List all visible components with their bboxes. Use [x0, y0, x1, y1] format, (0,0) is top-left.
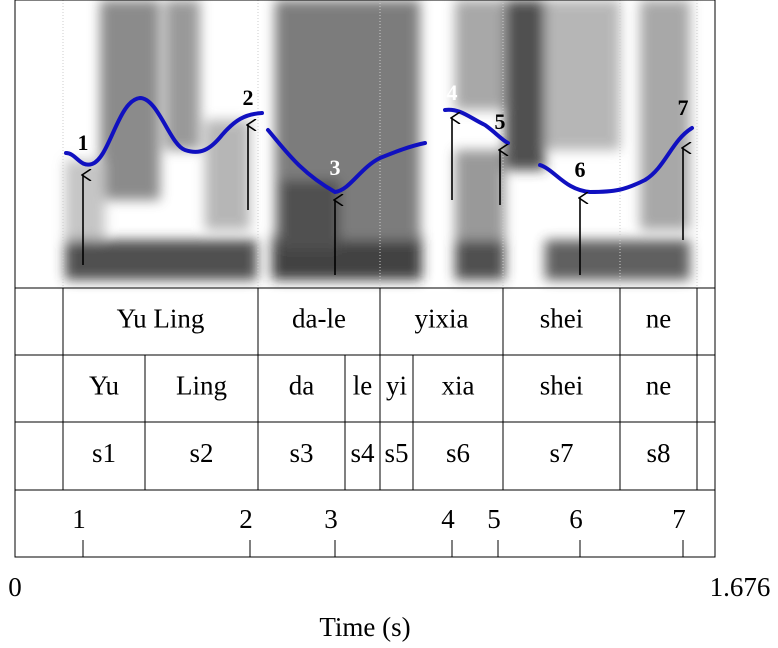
pitch-contour	[64, 95, 694, 195]
interval-label: da	[289, 371, 315, 401]
interval-label: s3	[289, 438, 313, 468]
interval-label: s2	[189, 438, 213, 468]
point-label: 2	[239, 504, 253, 534]
interval-label: s8	[646, 438, 670, 468]
pitch-label: 2	[243, 85, 254, 110]
point-label: 3	[324, 504, 338, 534]
interval-label: xia	[442, 371, 475, 401]
interval-label: yi	[386, 371, 407, 401]
interval-label: s7	[549, 438, 573, 468]
spectrogram	[15, 0, 715, 288]
interval-label: s5	[384, 438, 408, 468]
pitch-label: 3	[330, 155, 341, 180]
pitch-label: 7	[678, 95, 689, 120]
interval-label: yixia	[415, 304, 469, 334]
tier-grid	[14, 0, 716, 558]
interval-label: ne	[646, 371, 672, 401]
interval-label: shei	[540, 371, 584, 401]
interval-label: Yu Ling	[117, 304, 205, 334]
pitch-label: 5	[495, 109, 506, 134]
interval-label: Yu	[89, 371, 120, 401]
point-label: 4	[441, 504, 455, 534]
interval-label: s6	[446, 438, 470, 468]
pitch-label: 6	[575, 157, 586, 182]
interval-label: le	[353, 371, 373, 401]
boundary-guides	[62, 0, 698, 288]
point-label: 1	[72, 504, 86, 534]
pitch-label: 1	[78, 130, 89, 155]
axis-label: Time (s)	[319, 612, 410, 642]
interval-label: Ling	[176, 371, 227, 401]
point-label: 7	[672, 504, 686, 534]
interval-label: s1	[92, 438, 116, 468]
point-label: 6	[569, 504, 583, 534]
point-label: 5	[487, 504, 501, 534]
interval-label: s4	[350, 438, 375, 468]
interval-label: shei	[540, 304, 584, 334]
interval-label: da-le	[292, 304, 346, 334]
axis-end: 1.676	[710, 572, 771, 602]
pitch-label: 4	[447, 80, 458, 105]
axis-start: 0	[8, 572, 22, 602]
interval-label: ne	[646, 304, 672, 334]
pitch-arrows	[83, 118, 683, 275]
